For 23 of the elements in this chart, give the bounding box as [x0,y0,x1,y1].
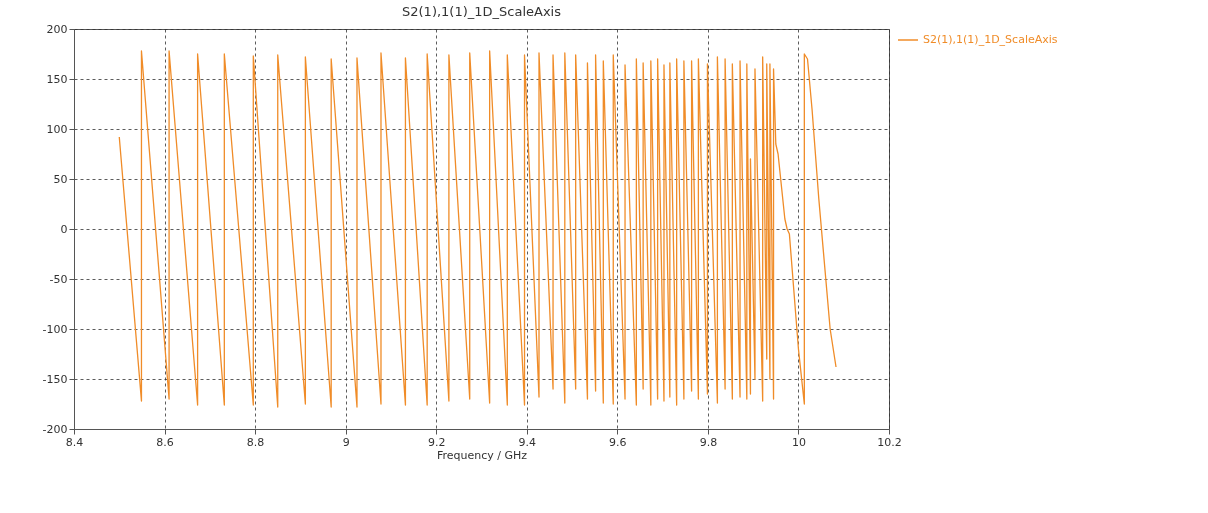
y-tick-label: 150 [46,72,68,86]
x-tick-label: 9.6 [609,435,627,449]
y-tick-label: -50 [49,272,68,286]
x-tick-label: 10.2 [877,435,902,449]
y-tick-label: -150 [42,372,68,386]
x-tick-label: 9 [342,435,350,449]
chart-title: S2(1),1(1)_1D_ScaleAxis [402,4,562,19]
x-tick-label: 9.2 [427,435,446,449]
x-tick-label: 9.8 [699,435,718,449]
legend-label: S2(1),1(1)_1D_ScaleAxis [923,33,1058,46]
y-tick-label: 100 [46,122,68,136]
line-series [118,50,837,408]
x-tick-label: 10 [791,435,806,449]
x-tick-label: 9.4 [518,435,537,449]
x-tick-label: 8.4 [65,435,84,449]
y-tick-label: -200 [42,422,68,436]
x-axis-title: Frequency / GHz [436,448,528,462]
y-tick-label: -100 [42,322,68,336]
y-tick-label: 0 [60,222,68,236]
x-tick-label: 8.8 [246,435,265,449]
y-tick-label: 200 [46,22,68,36]
y-tick-label: 50 [53,172,68,186]
x-tick-label: 8.6 [156,435,174,449]
